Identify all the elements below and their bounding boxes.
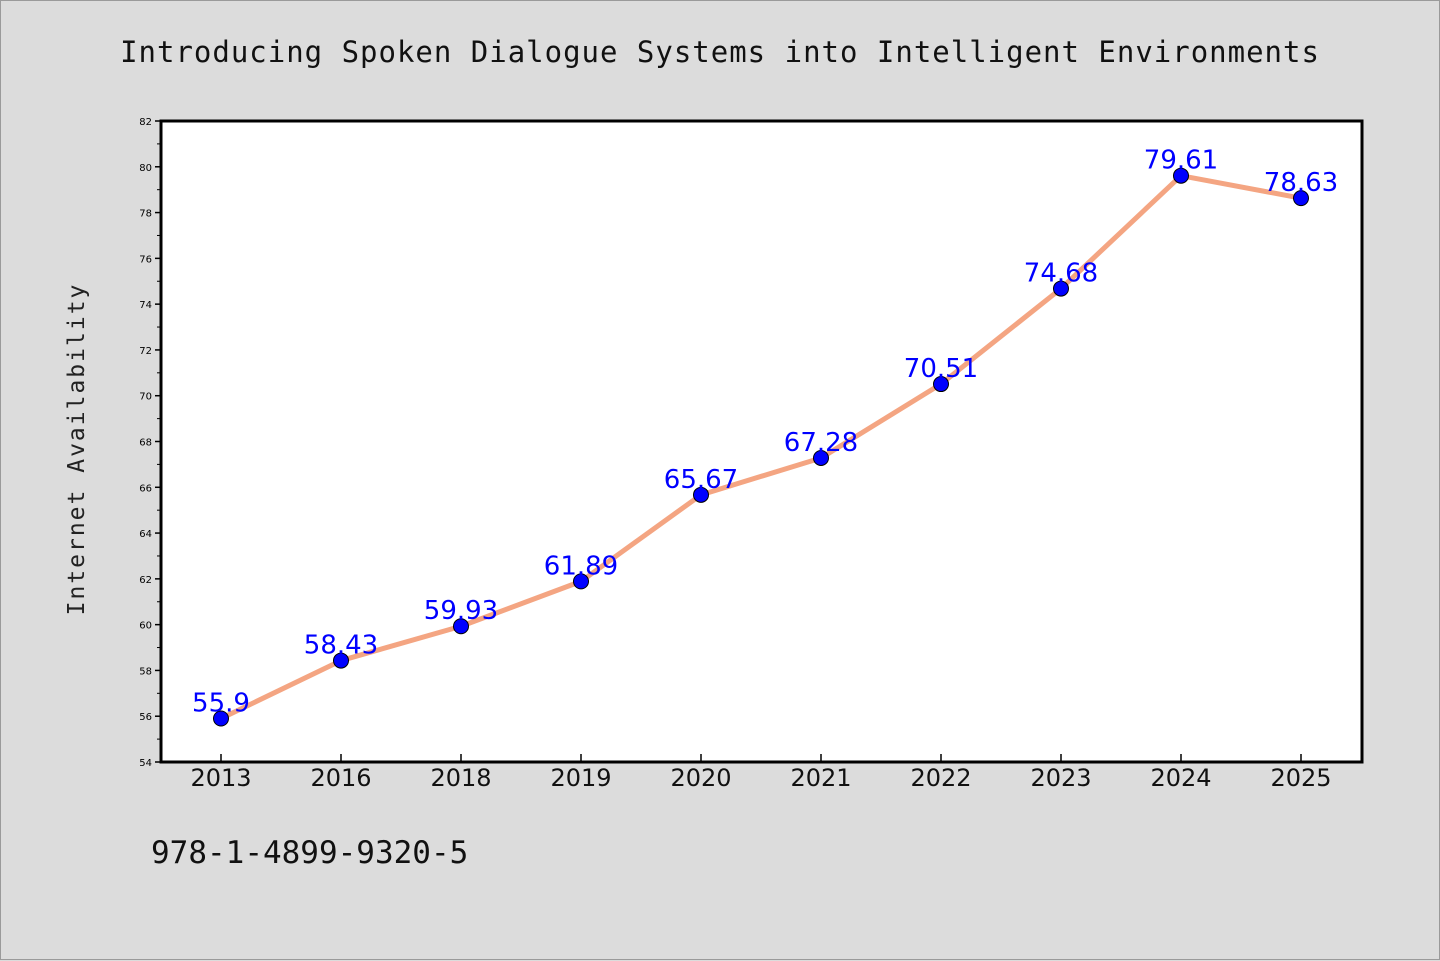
data-label-group: 55.9 58.43 59.93 61.89 65.67 67.28 70.51 74.68 7…: [192, 146, 1338, 719]
x-tick-label: 2016: [310, 764, 371, 792]
data-point: [813, 449, 829, 466]
isbn-text: 978-1-4899-9320-5: [151, 835, 469, 871]
data-label: 70.51: [904, 354, 978, 384]
data-label: 67.28: [784, 428, 858, 458]
data-point: [1293, 190, 1309, 207]
data-label: 58.43: [304, 631, 378, 661]
x-tick-label: 2021: [790, 764, 851, 792]
y-tick-label: 76: [139, 254, 152, 265]
series-line: [218, 173, 1304, 722]
x-axis: 2013 2016 2018 2019 2020 2021 2022 2023 2024 2025: [190, 754, 1332, 792]
data-point: [573, 573, 589, 590]
y-tick-label: 58: [139, 666, 152, 677]
x-tick-label: 2023: [1030, 764, 1091, 792]
data-label: 65.67: [664, 465, 738, 495]
data-label: 61.89: [544, 551, 618, 581]
data-point: [453, 618, 469, 635]
y-tick-label: 64: [139, 529, 152, 540]
y-tick-label: 68: [139, 438, 152, 449]
x-tick-label: 2020: [670, 764, 731, 792]
y-tick-label: 66: [139, 483, 152, 494]
x-tick-label: 2022: [910, 764, 971, 792]
chart-title: Introducing Spoken Dialogue Systems into…: [120, 35, 1320, 69]
y-tick-label: 72: [139, 346, 152, 357]
data-label: 74.68: [1024, 259, 1098, 289]
x-tick-label: 2013: [190, 764, 251, 792]
data-label: 55.9: [192, 689, 250, 719]
series-line-group: [218, 173, 1304, 722]
y-tick-label: 60: [139, 621, 152, 632]
y-tick-label: 70: [139, 392, 152, 403]
y-tick-label: 80: [139, 163, 152, 174]
y-axis: 54 56 58 60 62 64 66 68 70 72 74 76 78 80 82: [139, 117, 161, 769]
data-label: 79.61: [1144, 146, 1218, 176]
y-tick-label: 74: [139, 300, 152, 311]
data-point: [333, 652, 349, 669]
data-label: 59.93: [424, 596, 498, 626]
y-tick-label: 56: [139, 712, 152, 723]
marker-group: [213, 167, 1309, 727]
data-point: [1173, 167, 1189, 184]
data-label: 78.63: [1264, 168, 1338, 198]
x-tick-label: 2018: [430, 764, 491, 792]
data-point: [693, 486, 709, 503]
x-tick-label: 2019: [550, 764, 611, 792]
data-point: [213, 710, 229, 727]
y-tick-label: 62: [139, 575, 152, 586]
y-tick-label: 78: [139, 209, 152, 220]
x-tick-label: 2024: [1150, 764, 1211, 792]
y-tick-label: 54: [139, 758, 152, 769]
y-tick-label: 82: [139, 117, 152, 128]
data-point: [933, 376, 949, 393]
x-tick-label: 2025: [1270, 764, 1331, 792]
data-point: [1053, 280, 1069, 297]
